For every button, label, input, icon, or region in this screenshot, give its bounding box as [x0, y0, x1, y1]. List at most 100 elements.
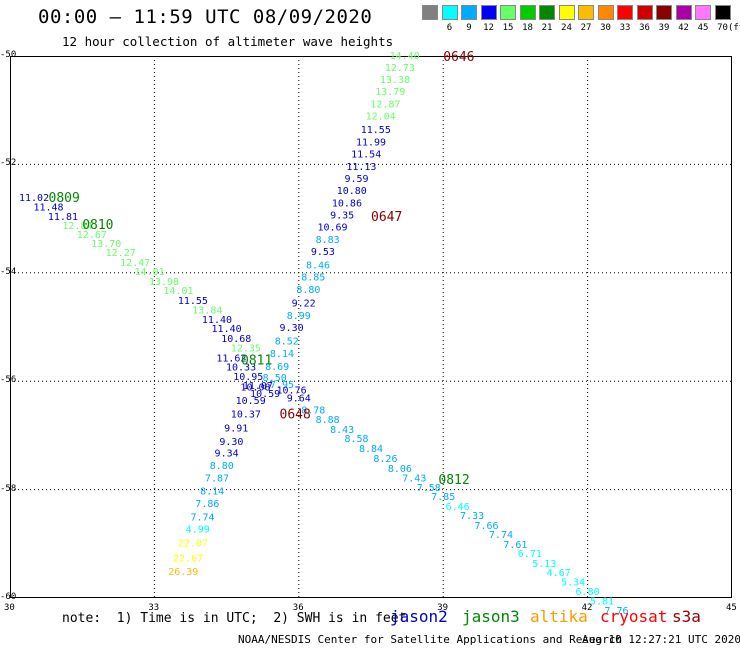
swh-value-label: 12.67 [77, 230, 107, 241]
swh-value-label: 12.35 [231, 344, 261, 355]
lat-tick-label: -58 [0, 483, 17, 494]
lat-tick-label: -50 [0, 50, 17, 60]
color-level-label: 45 [697, 23, 709, 33]
chart-subtitle: 12 hour collection of altimeter wave hei… [62, 34, 394, 49]
swh-value-label: 8.50 [263, 373, 287, 384]
lon-tick-label: 33 [148, 603, 160, 613]
swh-value-label: 13.38 [380, 75, 410, 86]
swh-value-label: 10.59 [250, 389, 280, 400]
swh-value-label: 11.07 [243, 381, 273, 392]
color-swatch [480, 5, 497, 20]
swh-value-label: 8.14 [270, 349, 294, 360]
color-level-label: 24 [561, 23, 572, 33]
swh-value-label: 11.55 [178, 296, 208, 307]
color-swatch [558, 5, 575, 20]
lon-tick-label: 39 [437, 603, 449, 613]
swh-value-label: 11.40 [202, 315, 232, 326]
pass-time-label: 0647 [371, 210, 402, 225]
color-level-label: 9 [466, 23, 472, 33]
swh-value-label: 9.91 [224, 423, 248, 434]
swh-value-label: 11.55 [361, 125, 391, 136]
swh-value-label: 26.39 [168, 567, 198, 578]
swh-value-label: 11.81 [48, 212, 78, 223]
swh-value-label: 4.99 [186, 525, 210, 536]
swh-value-label: 8.84 [359, 444, 383, 455]
swh-value-label: 12.47 [120, 258, 150, 269]
swh-value-label: 8.80 [210, 461, 234, 472]
swh-value-label: 4.67 [547, 568, 571, 579]
swh-value-label: 11.54 [351, 150, 381, 161]
swh-value-label: 7.86 [195, 499, 219, 510]
swh-value-label: 9.64 [287, 393, 311, 404]
swh-value-label: 11.02 [19, 193, 49, 204]
swh-value-label: 5.34 [561, 578, 585, 589]
color-swatch [714, 5, 731, 20]
swh-value-label: 9.22 [292, 299, 316, 310]
color-swatch [636, 5, 653, 20]
lon-tick-label: 42 [581, 603, 593, 613]
swh-value-label: 7.95 [270, 380, 294, 391]
plot-area [10, 56, 732, 598]
swh-value-label: 14.01 [135, 267, 165, 278]
color-swatch [519, 5, 536, 20]
swh-value-label: 10.69 [317, 223, 347, 234]
lat-tick-label: -56 [0, 375, 17, 386]
swh-value-label: 12.73 [385, 63, 415, 74]
swh-value-label: 8.83 [316, 235, 340, 246]
swh-value-label: 5.81 [590, 597, 614, 608]
swh-value-label: 14.01 [163, 286, 193, 297]
swh-value-label: 7.43 [402, 474, 426, 485]
swh-value-label: 6.80 [576, 587, 600, 598]
swh-value-label: 7.74 [489, 530, 513, 541]
swh-value-label: 8.58 [345, 434, 369, 445]
swh-value-label: 11.99 [356, 138, 386, 149]
swh-value-label: 13.98 [149, 277, 179, 288]
swh-value-label: 10.95 [233, 372, 263, 383]
color-level-label: 39 [658, 23, 670, 33]
color-swatch [695, 5, 711, 20]
swh-value-label: 7.58 [417, 483, 441, 494]
legend-s3a: s3a [672, 607, 701, 626]
swh-value-label: 7.76 [604, 606, 628, 617]
swh-value-label: 6.46 [446, 502, 470, 513]
swh-value-label: 11.62 [216, 353, 246, 364]
swh-value-label: 5.13 [532, 559, 556, 570]
footer-note: note: 1) Time is in UTC; 2) SWH is in fe… [62, 611, 407, 626]
legend-jason3: jason3 [462, 607, 520, 626]
swh-value-label: 8.80 [296, 285, 320, 296]
swh-value-label: 8.78 [301, 405, 325, 416]
color-level-label: 33 [619, 23, 631, 33]
color-swatch [597, 5, 614, 20]
swh-value-label: 12.27 [106, 248, 136, 259]
color-level-label: 15 [502, 23, 514, 33]
swh-value-label: 8.43 [330, 425, 354, 436]
swh-value-label: 10.08 [240, 383, 270, 394]
swh-value-label: 8.99 [287, 311, 311, 322]
color-swatch [461, 5, 477, 20]
color-unit-label: (ft) [728, 23, 740, 33]
swh-value-label: 10.37 [231, 410, 261, 421]
swh-value-label: 22.67 [173, 553, 203, 564]
swh-value-label: 8.14 [200, 487, 224, 498]
swh-value-label: 9.30 [219, 437, 243, 448]
pass-time-label: 0809 [49, 191, 80, 206]
swh-value-label: 12.04 [366, 112, 396, 123]
swh-value-label: 8.88 [316, 415, 340, 426]
color-swatch [539, 5, 555, 20]
swh-value-label: 6.71 [518, 549, 542, 560]
color-level-label: 30 [600, 23, 611, 33]
swh-value-label: 13.70 [91, 239, 121, 250]
swh-value-label: 10.86 [332, 198, 362, 209]
swh-value-label: 9.34 [215, 449, 239, 460]
swh-value-label: 13.79 [375, 87, 405, 98]
swh-value-label: 13.84 [192, 306, 222, 317]
color-swatch [500, 5, 516, 20]
swh-value-label: 7.66 [474, 521, 498, 532]
lon-tick-label: 30 [4, 603, 15, 613]
lat-tick-label: -60 [0, 592, 17, 602]
pass-time-label: 0648 [280, 408, 311, 423]
swh-value-label: 9.30 [280, 323, 304, 334]
color-level-label: 12 [483, 23, 494, 33]
swh-value-label: 11.13 [346, 162, 376, 173]
swh-value-label: 9.59 [345, 174, 369, 185]
